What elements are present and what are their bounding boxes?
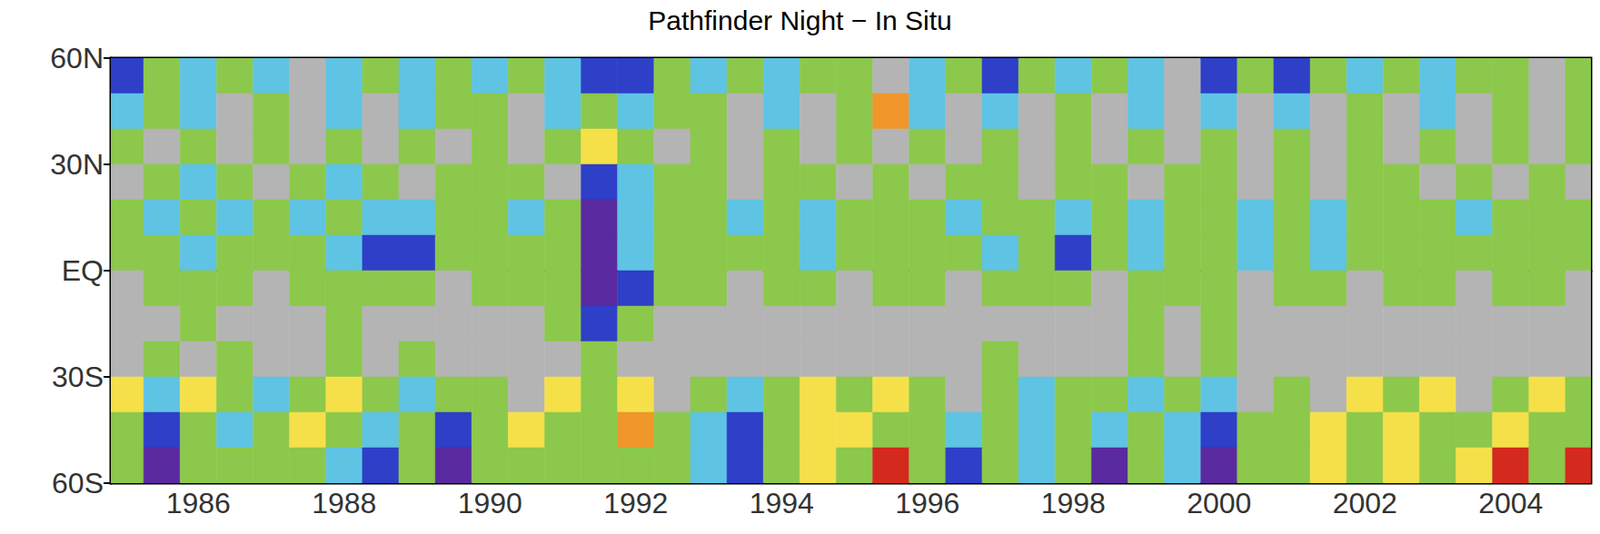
svg-text:30S: 30S bbox=[51, 360, 104, 394]
svg-text:1990: 1990 bbox=[457, 486, 523, 520]
svg-text:60S: 60S bbox=[51, 467, 104, 500]
svg-text:60N: 60N bbox=[49, 41, 104, 75]
svg-text:1992: 1992 bbox=[603, 486, 668, 520]
svg-text:1996: 1996 bbox=[894, 486, 960, 520]
svg-text:1998: 1998 bbox=[1041, 486, 1106, 520]
svg-text:2000: 2000 bbox=[1186, 486, 1252, 520]
svg-text:2004: 2004 bbox=[1478, 486, 1543, 520]
svg-text:30N: 30N bbox=[49, 148, 104, 181]
svg-text:1994: 1994 bbox=[749, 486, 815, 520]
svg-text:Pathfinder Night − In Situ: Pathfinder Night − In Situ bbox=[647, 5, 952, 36]
svg-text:2002: 2002 bbox=[1332, 486, 1398, 520]
svg-text:EQ: EQ bbox=[61, 254, 104, 288]
svg-text:1986: 1986 bbox=[166, 486, 231, 520]
svg-text:1988: 1988 bbox=[311, 486, 377, 520]
